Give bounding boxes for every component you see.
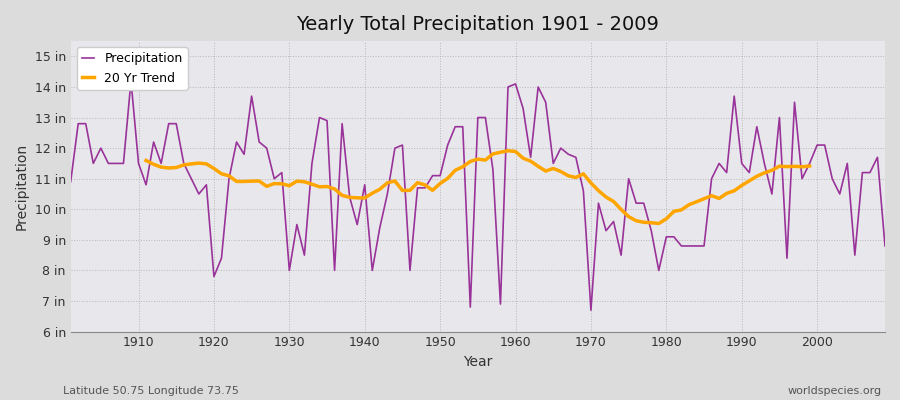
Precipitation <box>586 308 597 312</box>
Line: 20 Yr Trend: 20 Yr Trend <box>146 151 810 224</box>
Precipitation <box>510 82 521 86</box>
Legend: Precipitation, 20 Yr Trend: Precipitation, 20 Yr Trend <box>76 47 188 90</box>
Precipitation <box>345 195 356 200</box>
20 Yr Trend <box>276 181 287 186</box>
Precipitation <box>66 179 77 184</box>
Text: Latitude 50.75 Longitude 73.75: Latitude 50.75 Longitude 73.75 <box>63 386 238 396</box>
Precipitation <box>518 106 528 111</box>
Precipitation <box>126 78 137 83</box>
20 Yr Trend <box>502 148 513 153</box>
20 Yr Trend <box>744 178 755 183</box>
20 Yr Trend <box>140 158 151 163</box>
Precipitation <box>299 253 310 258</box>
Text: worldspecies.org: worldspecies.org <box>788 386 882 396</box>
Line: Precipitation: Precipitation <box>71 81 885 310</box>
20 Yr Trend <box>397 188 408 193</box>
Precipitation <box>879 244 890 248</box>
20 Yr Trend <box>480 158 491 162</box>
20 Yr Trend <box>209 166 220 171</box>
Y-axis label: Precipitation: Precipitation <box>15 143 29 230</box>
Title: Yearly Total Precipitation 1901 - 2009: Yearly Total Precipitation 1901 - 2009 <box>296 15 660 34</box>
20 Yr Trend <box>805 164 815 168</box>
Precipitation <box>133 161 144 166</box>
X-axis label: Year: Year <box>464 355 492 369</box>
20 Yr Trend <box>653 221 664 226</box>
20 Yr Trend <box>223 173 234 178</box>
Precipitation <box>616 253 626 258</box>
